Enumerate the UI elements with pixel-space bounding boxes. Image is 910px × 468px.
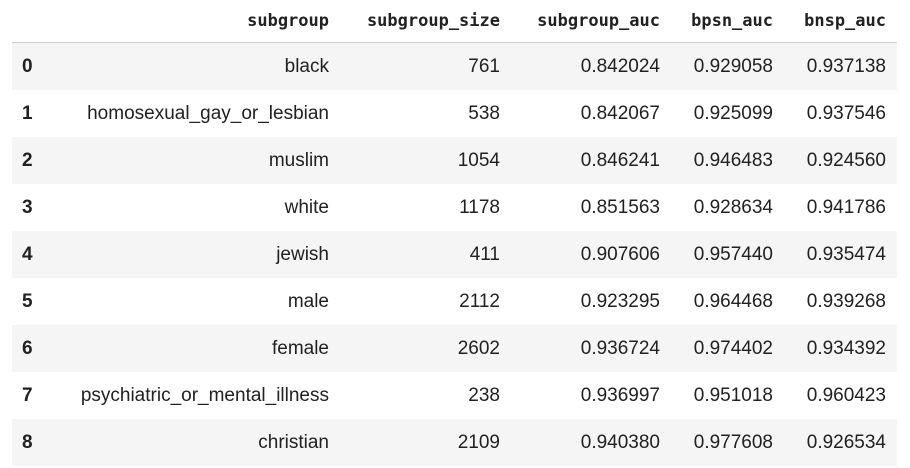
row-index: 5 — [22, 290, 33, 312]
cell-subgroup-auc: 0.936997 — [580, 384, 660, 406]
row-index: 3 — [22, 196, 33, 218]
cell-bpsn-auc: 0.929058 — [693, 55, 773, 77]
header-bpsn-auc: bpsn_auc — [671, 0, 784, 43]
table-row: 0 black 761 0.842024 0.929058 0.937138 — [12, 42, 897, 90]
cell-subgroup-size: 238 — [468, 384, 500, 406]
cell-bnsp-auc: 0.960423 — [806, 384, 886, 406]
cell-bpsn-auc: 0.957440 — [693, 243, 773, 265]
row-index: 2 — [22, 149, 33, 171]
cell-subgroup-size: 2602 — [457, 337, 500, 359]
cell-bnsp-auc: 0.935474 — [806, 243, 886, 265]
cell-subgroup: muslim — [268, 149, 329, 171]
cell-bnsp-auc: 0.939268 — [806, 290, 886, 312]
cell-subgroup: female — [271, 337, 329, 359]
row-index: 1 — [22, 102, 33, 124]
cell-subgroup-size: 411 — [469, 243, 500, 265]
cell-subgroup-size: 1178 — [459, 196, 500, 218]
cell-subgroup-auc: 0.842067 — [580, 102, 660, 124]
table-row: 5 male 2112 0.923295 0.964468 0.939268 — [12, 278, 897, 325]
header-row: subgroup subgroup_size subgroup_auc bpsn… — [12, 0, 897, 43]
cell-subgroup: christian — [258, 431, 329, 453]
table-row: 4 jewish 411 0.907606 0.957440 0.935474 — [12, 231, 897, 278]
cell-bpsn-auc: 0.928634 — [693, 196, 773, 218]
header-bnsp-auc: bnsp_auc — [784, 0, 897, 43]
cell-bnsp-auc: 0.937138 — [806, 55, 886, 77]
cell-subgroup: white — [284, 196, 329, 218]
header-subgroup-size: subgroup_size — [340, 0, 511, 43]
cell-bpsn-auc: 0.964468 — [693, 290, 773, 312]
cell-bnsp-auc: 0.941786 — [806, 196, 886, 218]
cell-bnsp-auc: 0.934392 — [806, 337, 886, 359]
header-index — [12, 0, 54, 43]
row-index: 8 — [22, 431, 33, 453]
cell-subgroup-auc: 0.907606 — [580, 243, 660, 265]
header-subgroup: subgroup — [54, 0, 340, 43]
row-index: 0 — [22, 55, 33, 77]
cell-subgroup: jewish — [276, 243, 329, 265]
table-row: 7 psychiatric_or_mental_illness 238 0.93699… — [12, 372, 897, 419]
cell-subgroup-auc: 0.923295 — [580, 290, 660, 312]
cell-subgroup-size: 2109 — [457, 431, 500, 453]
cell-subgroup-auc: 0.842024 — [580, 55, 660, 77]
cell-bpsn-auc: 0.974402 — [693, 337, 773, 359]
table-body: 0 black 761 0.842024 0.929058 0.937138 1 homose… — [12, 42, 897, 466]
cell-subgroup-size: 538 — [468, 102, 500, 124]
cell-subgroup-size: 761 — [468, 55, 500, 77]
cell-bnsp-auc: 0.926534 — [806, 431, 886, 453]
table-header: subgroup subgroup_size subgroup_auc bpsn… — [12, 0, 897, 43]
row-index: 4 — [22, 243, 33, 265]
table-row: 2 muslim 1054 0.846241 0.946483 0.924560 — [12, 137, 897, 184]
dataframe-table: subgroup subgroup_size subgroup_auc bpsn… — [12, 0, 897, 466]
cell-subgroup-auc: 0.936724 — [580, 337, 660, 359]
cell-bnsp-auc: 0.937546 — [806, 102, 886, 124]
cell-subgroup: male — [287, 290, 329, 312]
cell-subgroup: homosexual_gay_or_lesbian — [87, 102, 329, 124]
table-row: 3 white 1178 0.851563 0.928634 0.941786 — [12, 184, 897, 231]
cell-bpsn-auc: 0.951018 — [693, 384, 773, 406]
header-subgroup-auc: subgroup_auc — [511, 0, 671, 43]
cell-bnsp-auc: 0.924560 — [806, 149, 886, 171]
cell-subgroup-auc: 0.851563 — [580, 196, 660, 218]
table-row: 1 homosexual_gay_or_lesbian 538 0.842067 0.9… — [12, 90, 897, 137]
cell-subgroup-size: 1054 — [457, 149, 500, 171]
cell-bpsn-auc: 0.977608 — [693, 431, 773, 453]
cell-subgroup-size: 2112 — [459, 290, 500, 312]
row-index: 7 — [22, 384, 33, 406]
cell-subgroup-auc: 0.940380 — [580, 431, 660, 453]
cell-subgroup: psychiatric_or_mental_illness — [80, 384, 329, 406]
table-row: 8 christian 2109 0.940380 0.977608 0.926534 — [12, 419, 897, 466]
cell-subgroup-auc: 0.846241 — [580, 149, 660, 171]
cell-subgroup: black — [284, 55, 329, 77]
cell-bpsn-auc: 0.925099 — [693, 102, 773, 124]
cell-bpsn-auc: 0.946483 — [693, 149, 773, 171]
table-row: 6 female 2602 0.936724 0.974402 0.934392 — [12, 325, 897, 372]
row-index: 6 — [22, 337, 33, 359]
